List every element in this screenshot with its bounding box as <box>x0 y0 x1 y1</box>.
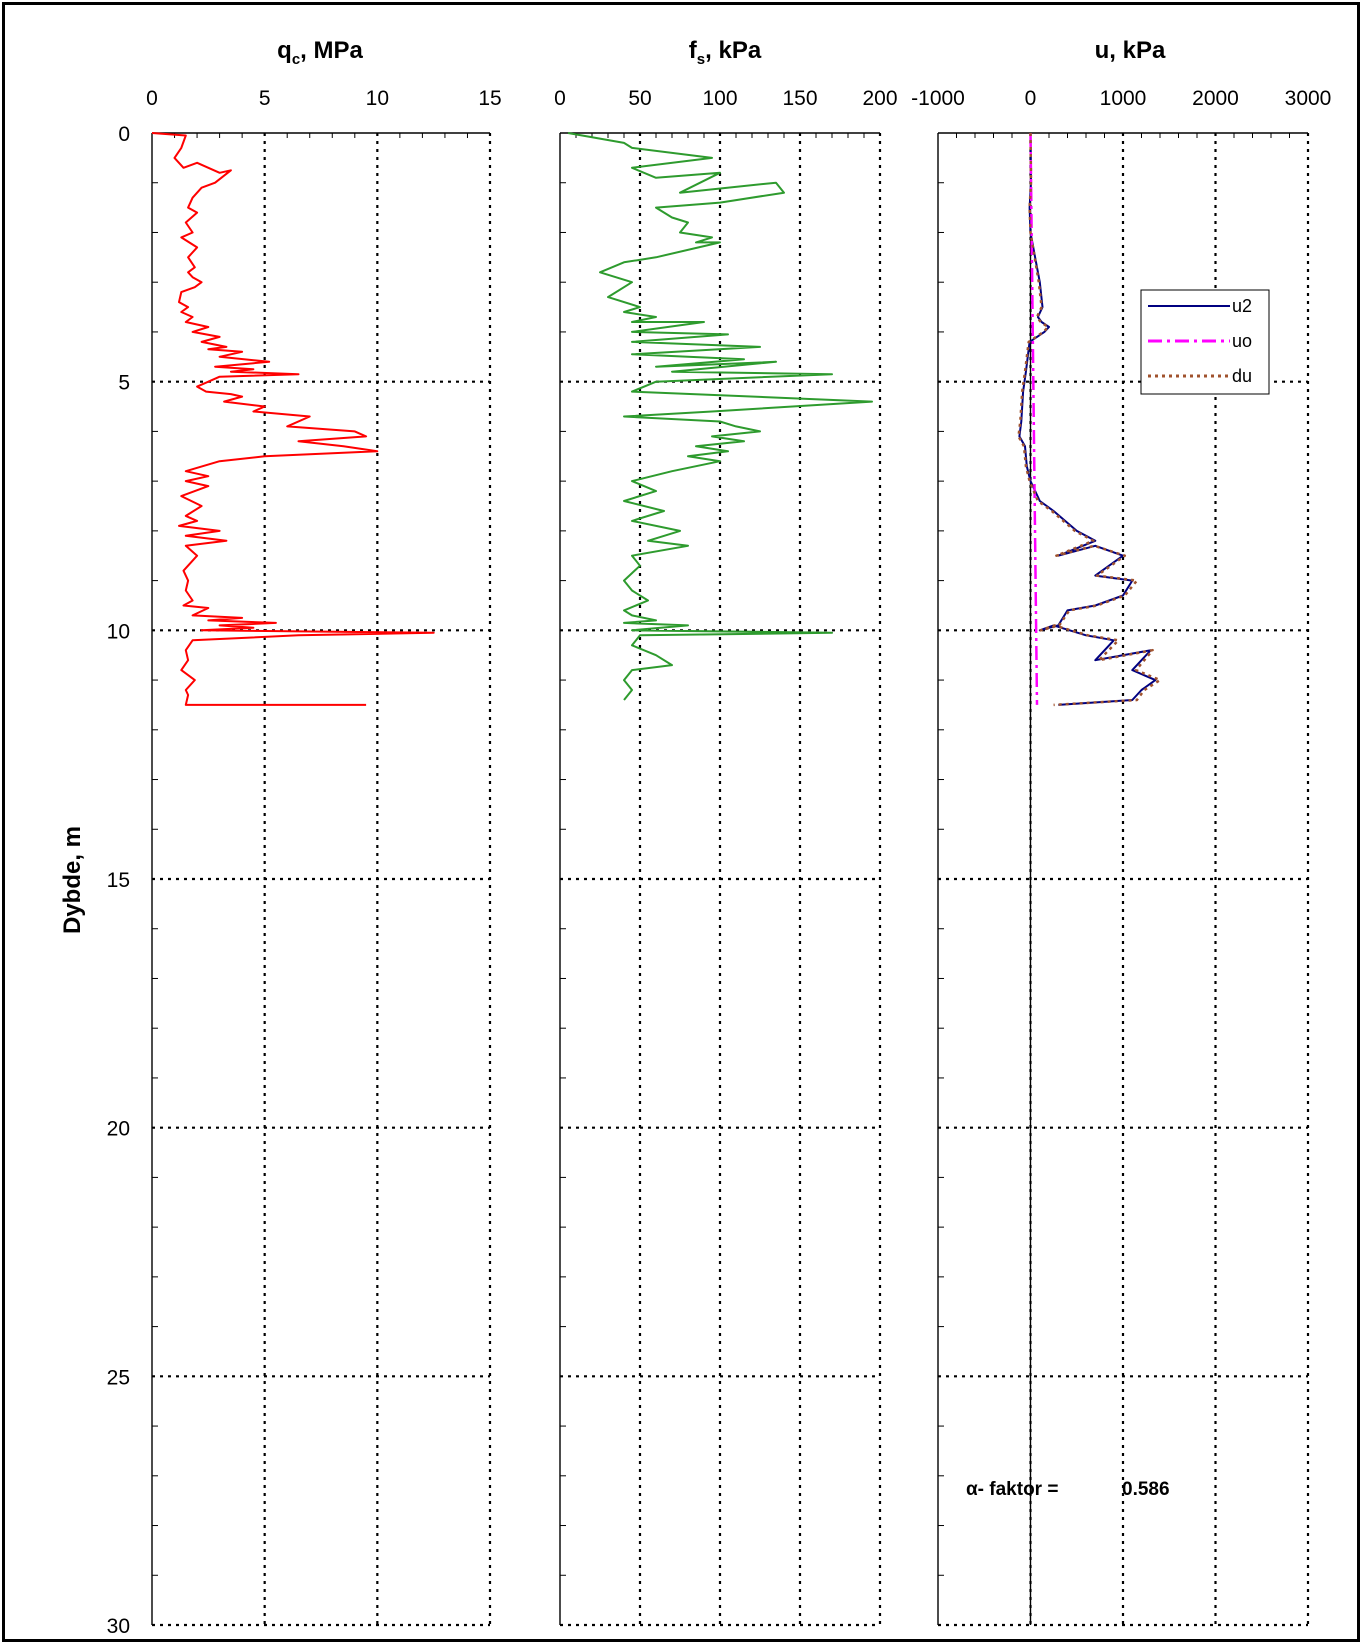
x-tick-label: 10 <box>366 87 389 110</box>
legend-label-uo: uo <box>1232 331 1252 351</box>
x-tick-label: 3000 <box>1285 87 1332 110</box>
x-tick-label: 1000 <box>1100 87 1147 110</box>
y-tick-label: 30 <box>107 1615 130 1638</box>
x-tick-label: 0 <box>1025 87 1037 110</box>
legend: u2 uo du <box>1140 289 1270 395</box>
legend-label-u2: u2 <box>1232 296 1252 316</box>
x-tick-label: 150 <box>782 87 817 110</box>
x-tick-label: 0 <box>554 87 566 110</box>
series-line-uo <box>1029 132 1039 705</box>
y-tick-label: 20 <box>107 1118 130 1141</box>
series-line-panel1-series0 <box>567 132 873 701</box>
x-tick-label: 50 <box>628 87 651 110</box>
y-tick-label: 25 <box>107 1366 130 1389</box>
y-tick-label: 10 <box>107 620 130 643</box>
series-line-du <box>1017 132 1162 707</box>
x-tick-label: 200 <box>862 87 897 110</box>
series-line-panel0-series0 <box>151 132 435 706</box>
y-axis-label: Dybde, m <box>59 826 86 934</box>
panel-title-qc: qc, MPa <box>277 37 363 68</box>
x-tick-label: 0 <box>146 87 158 110</box>
y-tick-label: 5 <box>118 372 130 395</box>
x-tick-label: -1000 <box>911 87 965 110</box>
y-tick-label: 15 <box>107 869 130 892</box>
alpha-factor-label: α- faktor = <box>966 1479 1058 1500</box>
series-line-u2 <box>1018 132 1157 706</box>
x-tick-label: 100 <box>702 87 737 110</box>
x-tick-label: 15 <box>478 87 501 110</box>
legend-label-du: du <box>1232 366 1252 386</box>
y-tick-label: 0 <box>118 123 130 146</box>
alpha-factor-value: 0.586 <box>1122 1479 1170 1500</box>
x-tick-label: 5 <box>259 87 271 110</box>
x-tick-label: 2000 <box>1192 87 1239 110</box>
panel-title-u: u, kPa <box>1095 37 1166 64</box>
panel-title-fs: fs, kPa <box>689 37 762 68</box>
